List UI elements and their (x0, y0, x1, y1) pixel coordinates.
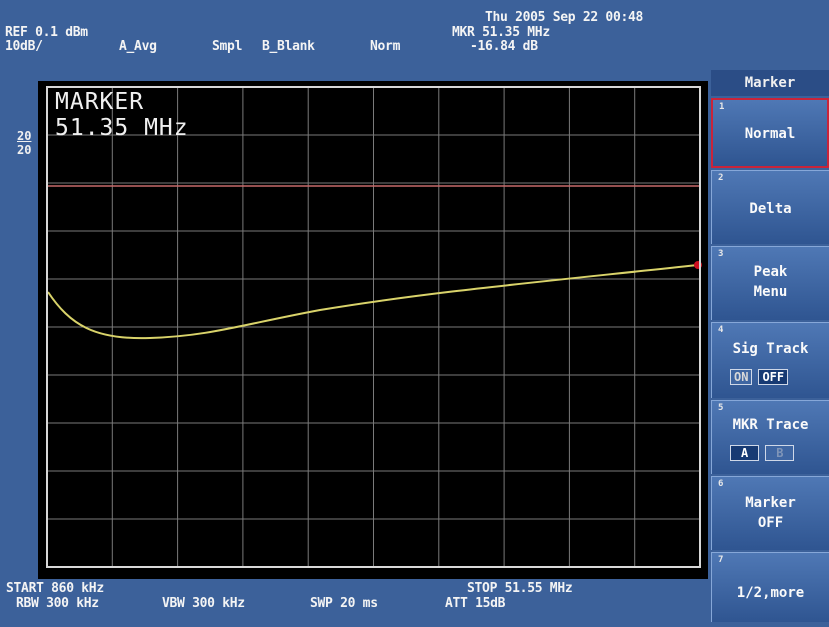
datetime: Thu 2005 Sep 22 00:48 (485, 10, 644, 25)
softkey-label: Sig Track (732, 341, 809, 357)
rbw: RBW 300 kHz (16, 596, 99, 611)
softkey-label-line1: Marker (745, 495, 796, 511)
softkey-label: MKR Trace (732, 417, 809, 433)
attenuation: ATT 15dB (445, 596, 506, 611)
marker-title: MARKER (55, 89, 145, 115)
trace-a-line (47, 264, 699, 340)
delta-softkey[interactable]: 2 Delta (711, 170, 829, 244)
softkey-label: Delta (749, 201, 792, 217)
sig-track-softkey[interactable]: 4 Sig Track ON OFF (711, 322, 829, 398)
ref-level: REF 0.1 dBm (5, 25, 88, 40)
trace-a-mode: A_Avg (119, 39, 157, 54)
softkey-label: Normal (744, 126, 796, 142)
softkey-label-line2: Menu (753, 284, 788, 300)
softkey-number: 4 (718, 325, 724, 335)
mkr-trace-b-option[interactable]: B (765, 445, 795, 461)
marker-level-readout: -16.84 dB (470, 39, 538, 54)
scale-per-div: 10dB/ (5, 39, 43, 54)
display-line-label-bottom: 20 (17, 143, 32, 157)
detector-mode: Smpl (212, 39, 243, 54)
softkey-label-line2: OFF (757, 515, 784, 531)
softkey-label-line1: Peak (753, 264, 788, 280)
softkey-number: 6 (718, 479, 724, 489)
stop-frequency: STOP 51.55 MHz (467, 581, 573, 596)
sig-track-on-option[interactable]: ON (730, 369, 753, 385)
peak-menu-softkey[interactable]: 3 Peak Menu (711, 246, 829, 320)
sweep-time: SWP 20 ms (310, 596, 378, 611)
softkey-label: 1/2,more (736, 585, 805, 601)
softkey-number: 3 (718, 249, 724, 259)
marker-frequency-readout: MKR 51.35 MHz (452, 25, 550, 40)
softkey-number: 2 (718, 173, 724, 183)
mkr-trace-softkey[interactable]: 5 MKR Trace A B (711, 400, 829, 474)
softkey-number: 7 (718, 555, 724, 565)
mkr-trace-a-option[interactable]: A (730, 445, 760, 461)
marker-mode: Norm (370, 39, 401, 54)
more-softkey[interactable]: 7 1/2,more (711, 552, 829, 622)
grid-lines (47, 87, 700, 567)
sig-track-off-option[interactable]: OFF (758, 369, 789, 385)
display-line-label-top: 20 (17, 129, 32, 143)
trace-b-mode: B_Blank (262, 39, 315, 54)
softkey-number: 5 (718, 403, 724, 413)
marker-off-softkey[interactable]: 6 Marker OFF (711, 476, 829, 550)
vbw: VBW 300 kHz (162, 596, 245, 611)
softkey-panel-title: Marker (711, 70, 829, 96)
start-frequency: START 860 kHz (6, 581, 104, 596)
marker-value: 51.35 MHz (55, 115, 189, 141)
normal-softkey[interactable]: 1 Normal (711, 98, 829, 168)
graticule-frame (46, 86, 701, 568)
softkey-number: 1 (719, 102, 725, 112)
